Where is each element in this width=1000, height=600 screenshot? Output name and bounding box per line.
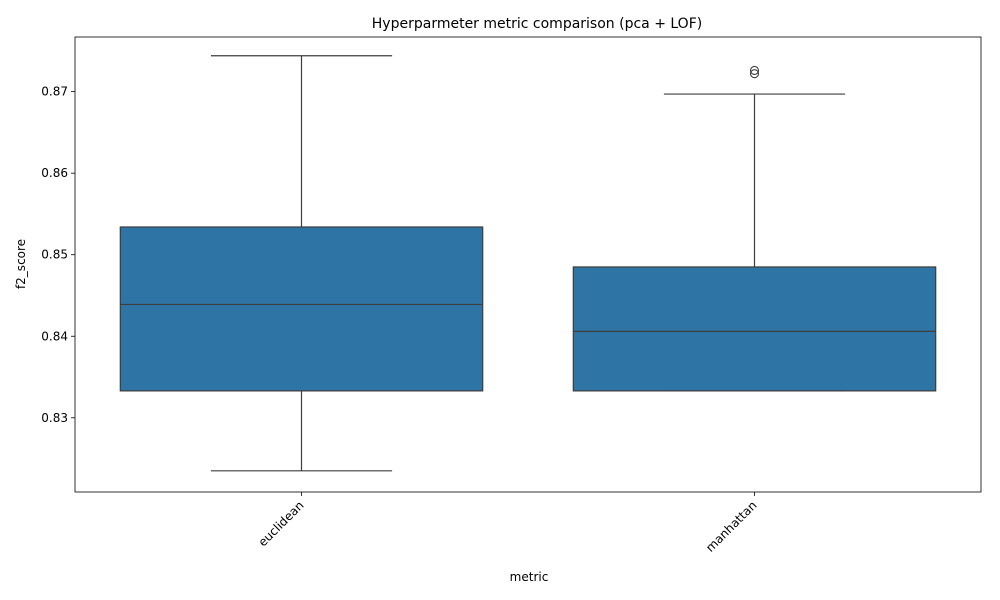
outlier-point xyxy=(749,65,760,75)
y-axis: 0.83 0.84 0.85 0.86 0.87 xyxy=(41,85,75,425)
plot-frame xyxy=(74,36,982,493)
chart-title: Hyperparmeter metric comparison (pca + L… xyxy=(372,16,702,32)
plot-area xyxy=(119,55,937,472)
x-axis-label: metric xyxy=(510,570,549,584)
y-axis-label: f2_score xyxy=(14,239,28,289)
box-iqr xyxy=(119,226,484,392)
box-group-manhattan xyxy=(572,65,937,392)
box-group-euclidean xyxy=(119,55,484,472)
y-tick-label: 0.85 xyxy=(41,248,68,262)
box-iqr xyxy=(572,266,937,392)
y-tick-label: 0.87 xyxy=(41,85,68,99)
x-tick-label: euclidean xyxy=(256,498,307,549)
y-tick-label: 0.84 xyxy=(41,329,68,343)
outlier-point xyxy=(749,69,760,79)
y-tick-label: 0.86 xyxy=(41,166,68,180)
y-tick-label: 0.83 xyxy=(41,411,68,425)
x-tick-label: manhattan xyxy=(703,498,760,555)
x-axis: euclidean manhattan xyxy=(256,492,760,555)
